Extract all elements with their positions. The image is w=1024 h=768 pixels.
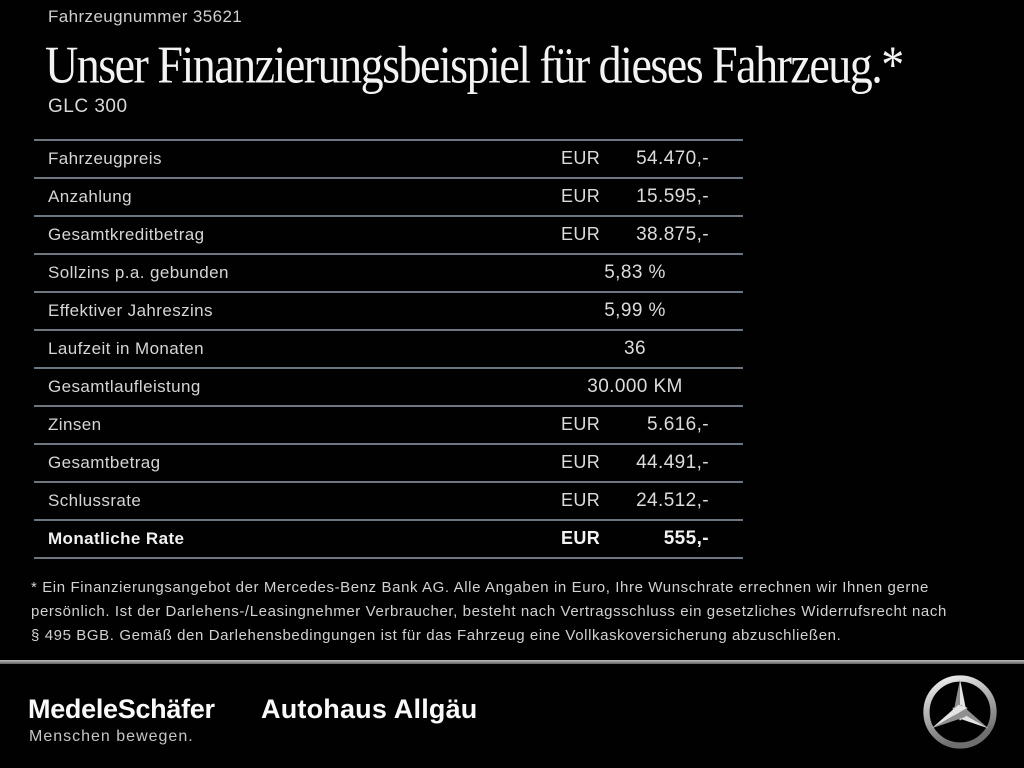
row-label: Monatliche Rate — [48, 529, 185, 548]
row-label: Sollzins p.a. gebunden — [48, 263, 229, 282]
page-title: Unser Finanzierungsbeispiel für dieses F… — [45, 35, 904, 94]
finance-table: Fahrzeugpreis EUR 54.470,- Anzahlung EUR… — [34, 139, 743, 559]
row-amount: 5,83 % — [604, 262, 666, 283]
legal-footnote: * Ein Finanzierungsangebot der Mercedes-… — [31, 576, 1001, 648]
row-amount: 44.491,- — [636, 452, 709, 473]
mercedes-star-icon — [923, 675, 997, 749]
dealer-logo-medele-schaefer: MedeleSchäfer — [28, 694, 215, 724]
row-label: Laufzeit in Monaten — [48, 339, 204, 358]
row-value-group: EUR 5.616,- — [561, 414, 709, 436]
dealer-logo-autohaus-allgaeu: Autohaus Allgäu — [261, 694, 478, 724]
row-currency: EUR — [561, 452, 601, 472]
row-value-group: EUR 38.875,- — [561, 224, 709, 246]
row-label: Schlussrate — [48, 491, 142, 510]
table-row: Sollzins p.a. gebunden 5,83 % — [34, 255, 743, 293]
row-amount: 38.875,- — [636, 224, 709, 245]
row-label: Zinsen — [48, 415, 102, 434]
row-label: Gesamtbetrag — [48, 453, 161, 472]
row-value-group: EUR 24.512,- — [561, 490, 709, 512]
footer-divider — [0, 660, 1024, 664]
dealer-tagline: Menschen bewegen. — [29, 728, 194, 745]
row-amount: 24.512,- — [636, 490, 709, 511]
vehicle-number: Fahrzeugnummer 35621 — [48, 7, 243, 26]
row-currency: EUR — [561, 528, 601, 548]
row-value-group: 30.000 KM — [561, 376, 709, 398]
row-amount: 36 — [624, 338, 646, 359]
row-value-group: EUR 555,- — [561, 528, 709, 550]
model-name: GLC 300 — [48, 96, 128, 117]
row-amount: 15.595,- — [636, 186, 709, 207]
table-row: Effektiver Jahreszins 5,99 % — [34, 293, 743, 331]
row-currency: EUR — [561, 186, 601, 206]
row-value-group: 5,99 % — [561, 300, 709, 322]
footnote-line: § 495 BGB. Gemäß den Darlehensbedingunge… — [31, 627, 842, 644]
row-label: Anzahlung — [48, 187, 132, 206]
row-value-group: 5,83 % — [561, 262, 709, 284]
row-value-group: EUR 54.470,- — [561, 148, 709, 170]
row-value-group: EUR 44.491,- — [561, 452, 709, 474]
row-value-group: 36 — [561, 338, 709, 360]
table-row: Gesamtlaufleistung 30.000 KM — [34, 369, 743, 407]
row-currency: EUR — [561, 224, 601, 244]
row-currency: EUR — [561, 148, 601, 168]
row-amount: 5,99 % — [604, 300, 666, 321]
row-label: Gesamtlaufleistung — [48, 377, 201, 396]
row-currency: EUR — [561, 414, 601, 434]
table-row: Gesamtbetrag EUR 44.491,- — [34, 445, 743, 483]
table-row: Zinsen EUR 5.616,- — [34, 407, 743, 445]
table-row: Fahrzeugpreis EUR 54.470,- — [34, 141, 743, 179]
table-row: Schlussrate EUR 24.512,- — [34, 483, 743, 521]
row-amount: 30.000 KM — [587, 376, 683, 397]
table-row: Gesamtkreditbetrag EUR 38.875,- — [34, 217, 743, 255]
row-amount: 54.470,- — [636, 148, 709, 169]
footnote-line: * Ein Finanzierungsangebot der Mercedes-… — [31, 579, 929, 596]
row-label: Gesamtkreditbetrag — [48, 225, 205, 244]
row-value-group: EUR 15.595,- — [561, 186, 709, 208]
table-row: Anzahlung EUR 15.595,- — [34, 179, 743, 217]
table-row-monthly-rate: Monatliche Rate EUR 555,- — [34, 521, 743, 559]
row-label: Effektiver Jahreszins — [48, 301, 213, 320]
row-currency: EUR — [561, 490, 601, 510]
footnote-line: persönlich. Ist der Darlehens-/Leasingne… — [31, 603, 947, 620]
row-amount: 5.616,- — [647, 414, 709, 435]
row-label: Fahrzeugpreis — [48, 149, 162, 168]
table-row: Laufzeit in Monaten 36 — [34, 331, 743, 369]
row-amount: 555,- — [663, 528, 709, 549]
